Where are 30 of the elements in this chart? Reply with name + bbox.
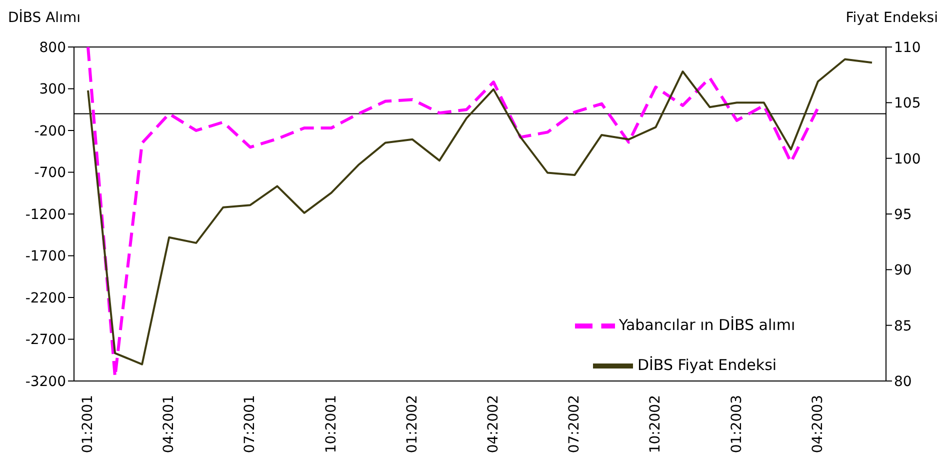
y2-tick-label: 100: [894, 151, 921, 168]
x-tick-label: 01:2002: [404, 395, 420, 454]
y2-tick-label: 95: [894, 206, 912, 223]
y-tick-label: -3200: [25, 374, 66, 390]
x-tick-label: 07:2002: [566, 395, 583, 454]
x-tick-label: 10:2001: [323, 395, 340, 454]
x-tick-label: 01:2003: [728, 395, 745, 454]
x-tick-label: 01:2001: [80, 395, 96, 454]
y-tick-label: -700: [34, 165, 66, 182]
y2-axis-title: Fiyat Endeksi: [846, 10, 938, 26]
y2-tick-label: 110: [894, 40, 921, 56]
y-tick-label: 800: [39, 40, 66, 56]
y2-tick-label: 90: [894, 262, 912, 279]
x-tick-label: 04:2001: [161, 395, 178, 454]
x-tick-label: 07:2001: [242, 395, 258, 454]
y-tick-label: -2200: [25, 290, 66, 306]
y-axis-title: DİBS Alımı: [8, 10, 80, 26]
y-tick-label: -200: [34, 123, 66, 140]
y-tick-label: -2700: [25, 332, 66, 348]
y2-tick-label: 85: [894, 318, 912, 334]
y2-tick-label: 105: [894, 96, 921, 112]
x-tick-label: 10:2002: [648, 395, 664, 454]
y2-tick-label: 80: [894, 374, 912, 390]
y-tick-label: -1200: [25, 206, 66, 223]
x-tick-label: 04:2002: [486, 395, 502, 454]
y-tick-label: -1700: [25, 248, 66, 265]
y-tick-label: 300: [39, 82, 66, 98]
x-tick-label: 04:2003: [810, 395, 826, 454]
legend-label: DİBS Fiyat Endeksi: [637, 356, 777, 374]
legend-label: Yabancılar ın DİBS alımı: [618, 316, 796, 334]
